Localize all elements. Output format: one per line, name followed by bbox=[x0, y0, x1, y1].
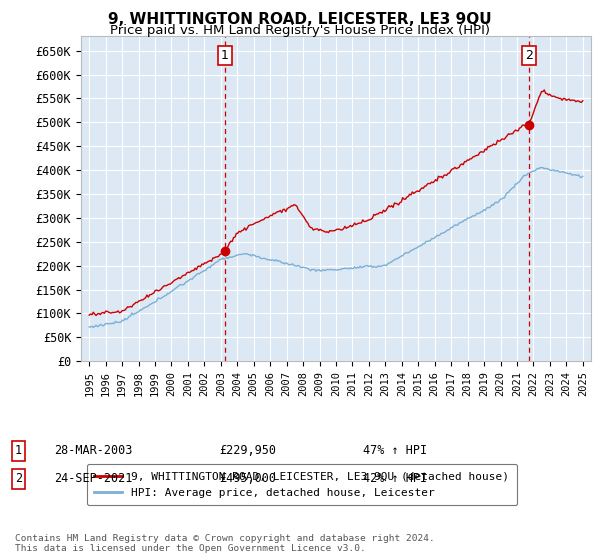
Text: 9, WHITTINGTON ROAD, LEICESTER, LE3 9QU: 9, WHITTINGTON ROAD, LEICESTER, LE3 9QU bbox=[108, 12, 492, 27]
Text: Price paid vs. HM Land Registry's House Price Index (HPI): Price paid vs. HM Land Registry's House … bbox=[110, 24, 490, 36]
Text: 47% ↑ HPI: 47% ↑ HPI bbox=[363, 444, 427, 458]
Text: Contains HM Land Registry data © Crown copyright and database right 2024.
This d: Contains HM Land Registry data © Crown c… bbox=[15, 534, 435, 553]
Text: 1: 1 bbox=[15, 444, 22, 458]
Text: 24-SEP-2021: 24-SEP-2021 bbox=[54, 472, 133, 486]
Text: 28-MAR-2003: 28-MAR-2003 bbox=[54, 444, 133, 458]
Text: £229,950: £229,950 bbox=[219, 444, 276, 458]
Text: 42% ↑ HPI: 42% ↑ HPI bbox=[363, 472, 427, 486]
Legend: 9, WHITTINGTON ROAD, LEICESTER, LE3 9QU (detached house), HPI: Average price, de: 9, WHITTINGTON ROAD, LEICESTER, LE3 9QU … bbox=[86, 464, 517, 505]
Text: 1: 1 bbox=[221, 49, 229, 62]
Text: £495,000: £495,000 bbox=[219, 472, 276, 486]
Text: 2: 2 bbox=[15, 472, 22, 486]
Text: 2: 2 bbox=[525, 49, 533, 62]
